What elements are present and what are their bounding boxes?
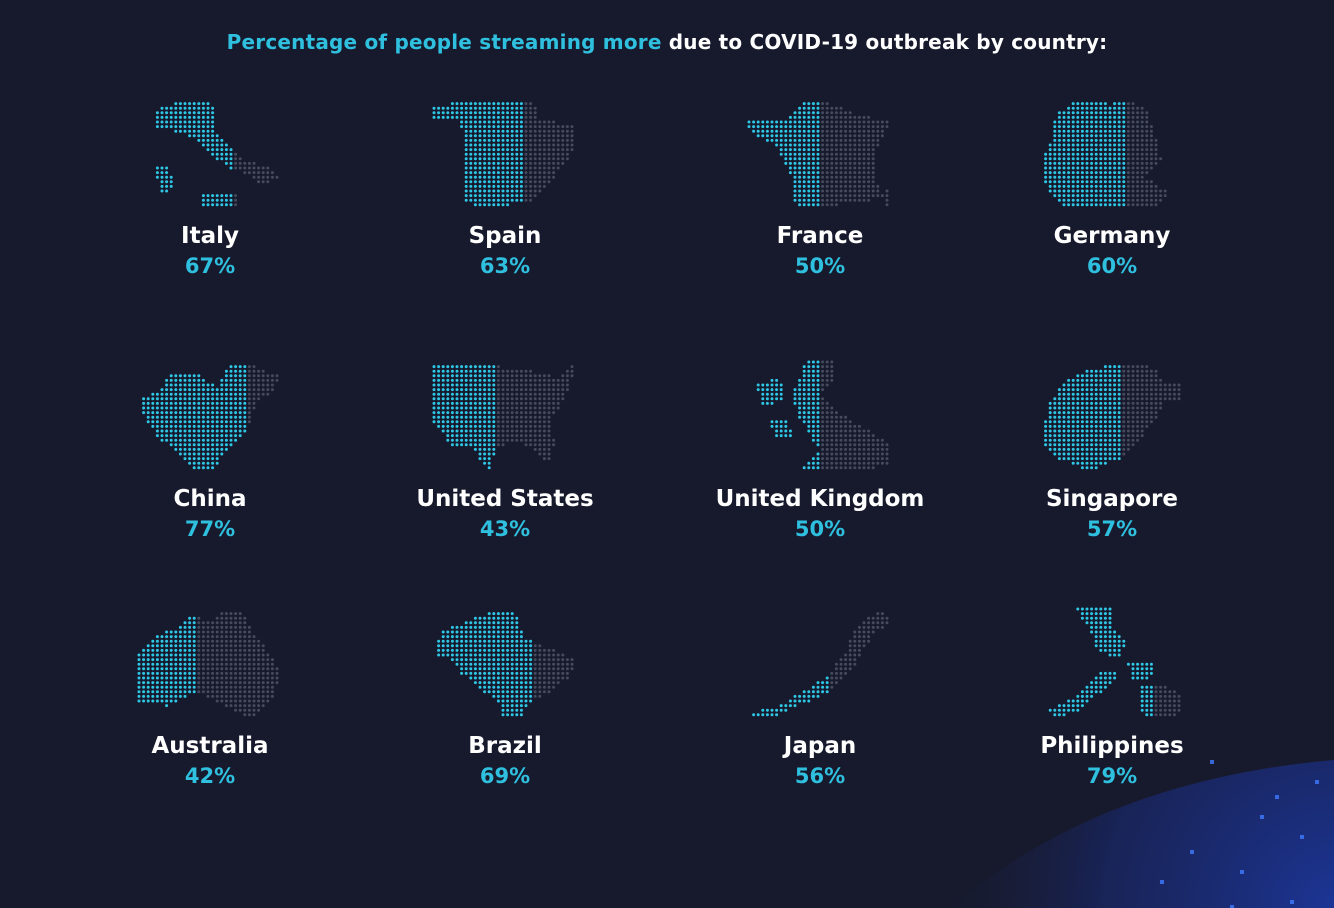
- country-name: China: [173, 486, 247, 512]
- country-percentage: 77%: [184, 517, 236, 541]
- country-percentage: 69%: [479, 764, 531, 788]
- country-cell-brazil: Brazil 69%: [375, 605, 635, 791]
- usa-dot-map: [432, 365, 574, 470]
- country-percentage: 63%: [479, 254, 531, 278]
- country-cell-spain: Spain 63%: [375, 95, 635, 281]
- country-name: United Kingdom: [715, 486, 925, 512]
- country-cell-china: China 77%: [80, 358, 340, 544]
- country-percentage: 79%: [1086, 764, 1138, 788]
- country-cell-singapore: Singapore 57%: [982, 358, 1242, 544]
- uk-dot-map: [756, 360, 889, 470]
- country-percentage: 60%: [1086, 254, 1138, 278]
- country-cell-usa: United States 43%: [375, 358, 635, 544]
- country-cell-japan: Japan 56%: [690, 605, 950, 791]
- country-name: United States: [416, 486, 594, 512]
- country-name: Brazil: [468, 733, 542, 759]
- australia-dot-map: [137, 612, 279, 717]
- country-name: France: [776, 223, 864, 249]
- country-cell-germany: Germany 60%: [982, 95, 1242, 281]
- china-dot-map: [142, 365, 279, 470]
- brazil-dot-map: [437, 612, 574, 717]
- country-cell-philippines: Philippines 79%: [982, 605, 1242, 791]
- country-name: Spain: [468, 223, 542, 249]
- country-name: Italy: [181, 223, 239, 249]
- spain-dot-map: [432, 102, 574, 207]
- title-highlight: Percentage of people streaming more: [226, 30, 662, 54]
- country-cell-uk: United Kingdom 50%: [690, 358, 950, 544]
- country-percentage: 42%: [184, 764, 236, 788]
- country-percentage: 67%: [184, 254, 236, 278]
- japan-dot-map: [752, 612, 889, 717]
- country-name: Japan: [783, 733, 857, 759]
- title-rest: due to COVID-19 outbreak by country:: [661, 30, 1108, 54]
- country-percentage: 50%: [794, 254, 846, 278]
- country-percentage: 56%: [794, 764, 846, 788]
- country-name: Singapore: [1045, 486, 1178, 512]
- country-cell-france: France 50%: [690, 95, 950, 281]
- country-cell-australia: Australia 42%: [80, 605, 340, 791]
- singapore-dot-map: [1044, 365, 1181, 470]
- country-percentage: 50%: [794, 517, 846, 541]
- country-name: Australia: [151, 733, 269, 759]
- germany-dot-map: [1044, 102, 1167, 207]
- country-percentage: 57%: [1086, 517, 1138, 541]
- chart-title: Percentage of people streaming more due …: [0, 30, 1334, 54]
- country-cell-italy: Italy 67%: [80, 95, 340, 281]
- country-name: Germany: [1053, 223, 1171, 249]
- country-percentage: 43%: [479, 517, 531, 541]
- country-name: Philippines: [1040, 733, 1184, 759]
- italy-dot-map: [155, 102, 279, 207]
- philippines-dot-map: [1048, 607, 1181, 717]
- france-dot-map: [747, 102, 889, 207]
